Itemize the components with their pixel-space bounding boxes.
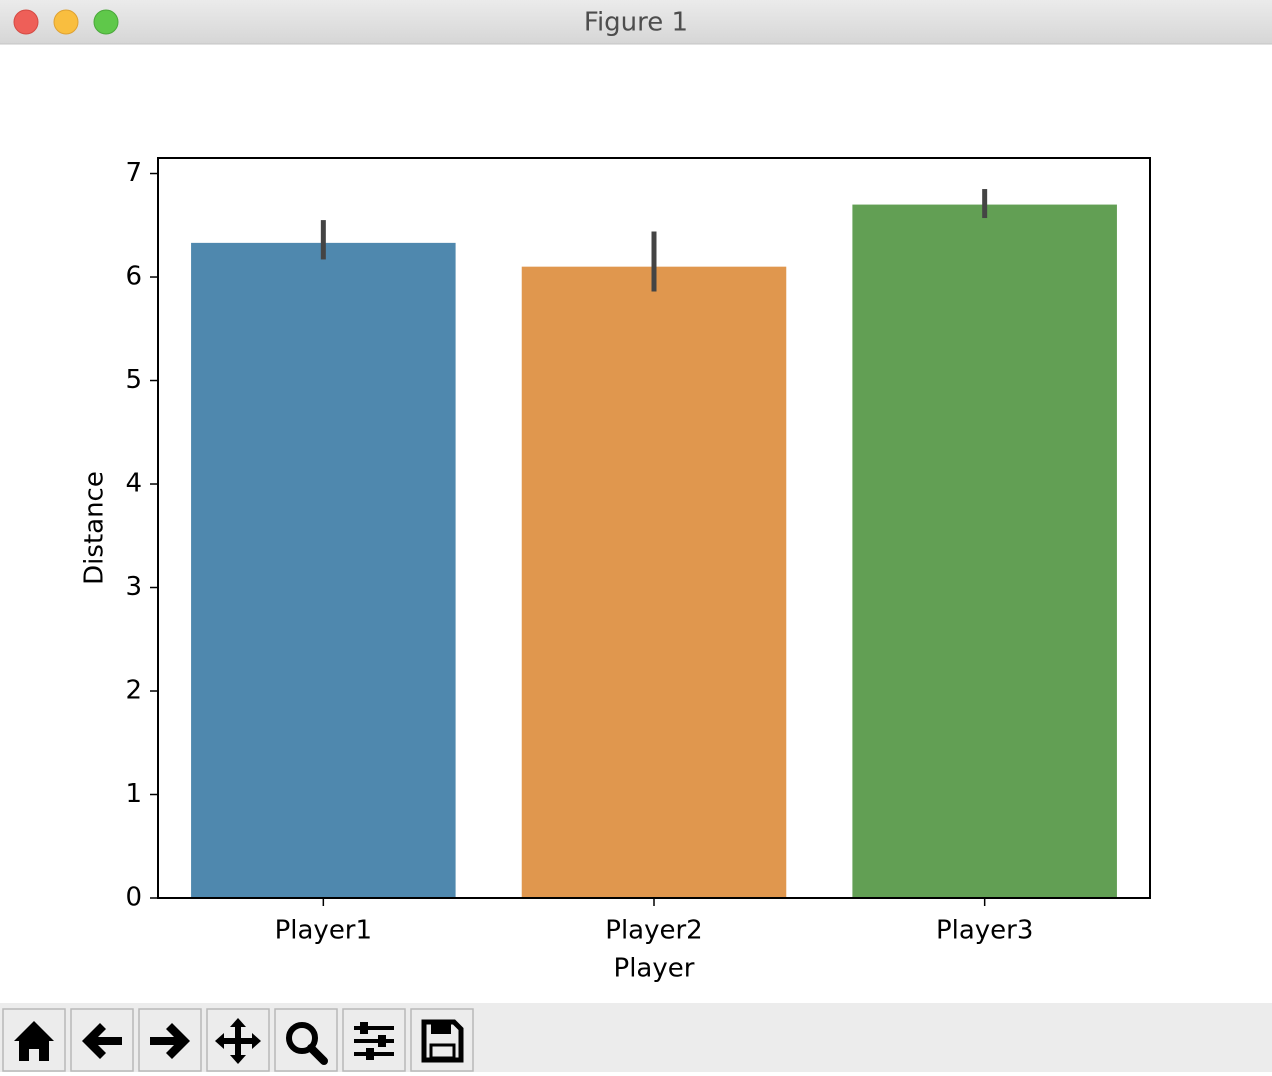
back-button[interactable] <box>70 1008 134 1072</box>
x-axis-label: Player <box>614 954 695 984</box>
y-tick-label: 7 <box>125 158 142 188</box>
plot: 0 1 2 3 4 5 6 7 Player1 Player2 Player3 Player Dista… <box>80 157 1151 984</box>
window-title: Figure 1 <box>584 8 688 38</box>
y-tick-label: 4 <box>125 469 142 499</box>
y-axis-label: Distance <box>80 471 110 585</box>
y-tick-label: 2 <box>125 676 142 706</box>
y-tick-label: 5 <box>125 365 142 395</box>
y-tick-label: 3 <box>125 572 142 602</box>
bar <box>191 242 456 898</box>
x-tick-label: Player2 <box>605 916 702 946</box>
forward-button[interactable] <box>138 1008 202 1072</box>
bar <box>521 266 787 898</box>
zoom-tool-button[interactable] <box>274 1008 338 1072</box>
save-button[interactable] <box>410 1008 474 1072</box>
pan-button[interactable] <box>206 1008 270 1072</box>
minimize-button[interactable] <box>53 9 79 35</box>
plot-frame <box>157 157 1151 899</box>
configure-button[interactable] <box>342 1008 406 1072</box>
close-button[interactable] <box>13 9 39 35</box>
zoom-button[interactable] <box>93 9 119 35</box>
y-tick-label: 0 <box>125 883 142 913</box>
y-tick-label: 6 <box>125 262 142 292</box>
x-tick-label: Player1 <box>275 916 372 946</box>
y-tick-label: 1 <box>125 779 142 809</box>
title-bar <box>0 0 1272 44</box>
x-tick-label: Player3 <box>936 916 1033 946</box>
home-button[interactable] <box>2 1008 66 1072</box>
bar <box>852 204 1117 898</box>
